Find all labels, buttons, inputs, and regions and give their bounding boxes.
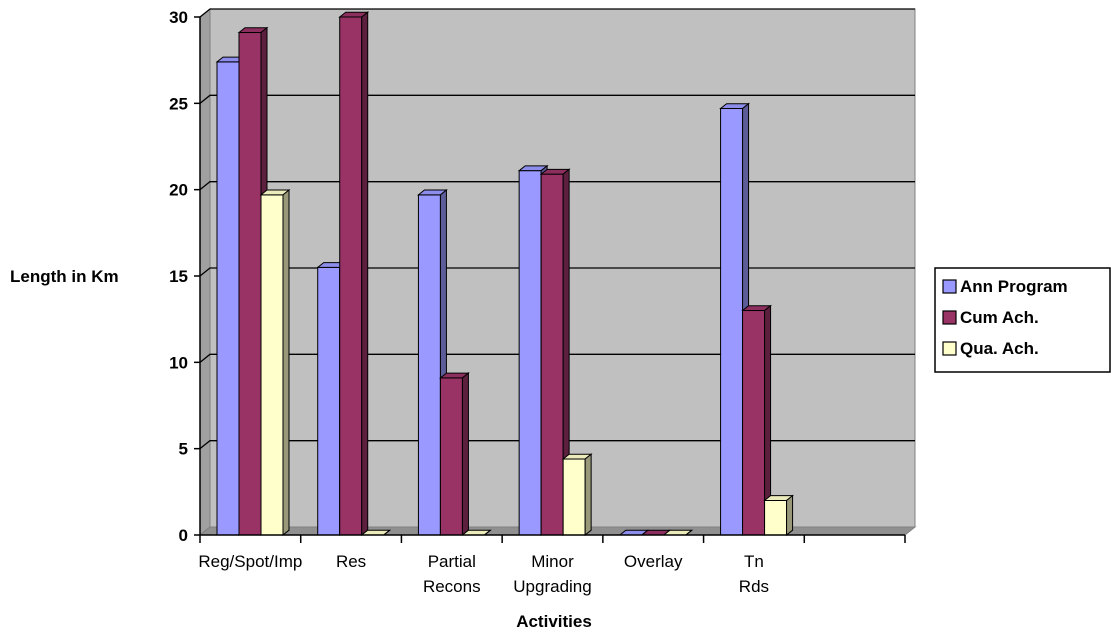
bar	[561, 453, 593, 537]
bar-side	[584, 453, 592, 537]
bar-side	[685, 529, 693, 536]
bar	[338, 11, 370, 537]
bar	[360, 529, 392, 536]
y-tick-label: 25	[169, 94, 188, 113]
bar-front	[439, 377, 463, 536]
y-tick-label: 30	[169, 8, 188, 27]
legend-label: Ann Program	[960, 277, 1068, 296]
gridline	[199, 181, 915, 191]
bar-front	[518, 170, 542, 536]
x-category-label: Partial Recons	[423, 552, 481, 596]
bar	[259, 189, 291, 537]
gridline	[199, 94, 915, 104]
bar-front	[540, 173, 564, 536]
bars	[215, 11, 794, 537]
legend: Ann Program Cum Ach. Qua. Ach.	[934, 267, 1111, 373]
legend-label: Cum Ach.	[960, 308, 1039, 327]
bar-front	[317, 266, 341, 536]
bar-front	[260, 194, 284, 536]
axes	[194, 16, 906, 543]
y-tick-labels: 0 5 10 15 20 25 30	[169, 8, 188, 545]
bar-side	[786, 494, 794, 537]
y-tick-label: 20	[169, 181, 188, 200]
x-category-label: Overlay	[624, 552, 683, 571]
bar-front	[764, 499, 788, 536]
bar	[763, 494, 794, 537]
bar-side	[461, 372, 469, 537]
bar-front	[562, 458, 586, 536]
x-category-labels: Reg/Spot/Imp Res Partial Recons Minor Upgradi…	[198, 552, 769, 596]
y-tick-label: 10	[169, 353, 188, 372]
bar-front	[339, 16, 363, 536]
bar-side	[361, 11, 369, 537]
x-category-label: Minor Upgrading	[513, 552, 591, 596]
gridlines	[199, 8, 915, 450]
bar	[662, 529, 694, 536]
x-category-label: Res	[336, 552, 366, 571]
gridline	[199, 440, 915, 450]
legend-swatch	[942, 341, 957, 356]
bar-front	[742, 310, 766, 536]
bar-side	[383, 529, 391, 536]
legend-swatch	[942, 279, 957, 294]
legend-label: Qua. Ach.	[960, 339, 1039, 358]
bar	[741, 304, 772, 537]
bar-side	[282, 189, 290, 537]
gridline	[199, 353, 915, 363]
bar-side	[484, 529, 491, 536]
y-tick-label: 15	[169, 267, 188, 286]
bar	[439, 372, 470, 537]
x-category-label: Tn Rds	[739, 552, 769, 596]
legend-swatch	[942, 310, 957, 325]
bar-front	[417, 194, 441, 536]
bar-front	[238, 32, 262, 536]
legend-box	[934, 267, 1111, 373]
y-tick-label: 0	[179, 526, 188, 545]
gridline	[199, 267, 915, 277]
bar-front	[216, 61, 240, 536]
y-axis-title: Length in Km	[10, 267, 119, 286]
bar-front	[720, 108, 744, 536]
x-axis-title: Activities	[516, 612, 592, 631]
y-tick-label: 5	[179, 440, 188, 459]
x-category-label: Reg/Spot/Imp	[198, 552, 302, 571]
gridline	[199, 8, 915, 18]
